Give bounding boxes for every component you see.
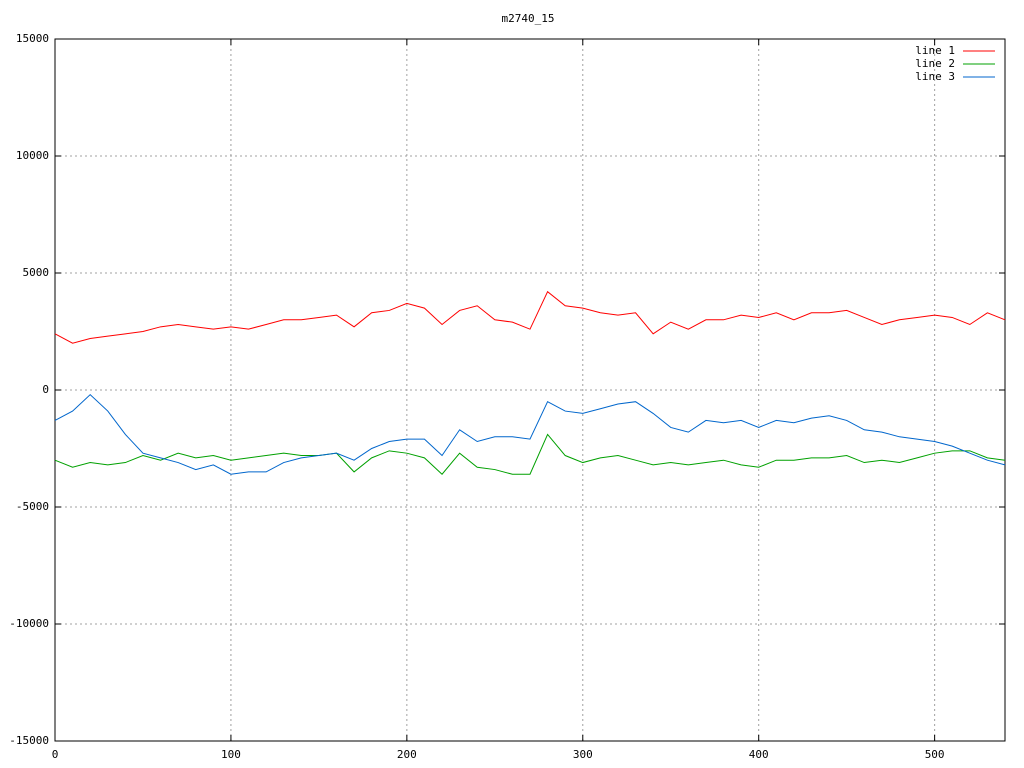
legend-label: line 2 — [915, 57, 955, 70]
x-tick-label: 500 — [925, 748, 945, 761]
x-tick-label: 400 — [749, 748, 769, 761]
y-tick-label: 15000 — [16, 32, 49, 45]
x-tick-label: 300 — [573, 748, 593, 761]
data-line — [54, 393, 1006, 475]
data-line — [54, 433, 1006, 475]
y-tick-label: 10000 — [16, 149, 49, 162]
x-tick-label: 200 — [397, 748, 417, 761]
y-tick-label: -10000 — [9, 617, 49, 630]
y-tick-label: -15000 — [9, 734, 49, 747]
chart-title: m2740_15 — [502, 12, 555, 25]
y-tick-label: 5000 — [23, 266, 50, 279]
plot-border — [54, 38, 1006, 742]
y-tick-label: -5000 — [16, 500, 49, 513]
data-line — [54, 290, 1006, 344]
legend-label: line 1 — [915, 44, 955, 57]
x-tick-label: 100 — [221, 748, 241, 761]
x-tick-label: 0 — [52, 748, 59, 761]
y-tick-label: 0 — [42, 383, 49, 396]
legend-label: line 3 — [915, 70, 955, 83]
